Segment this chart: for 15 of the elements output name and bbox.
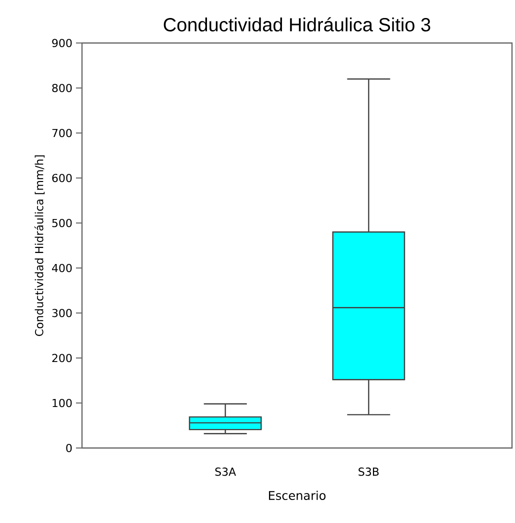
y-tick-label: 400 — [52, 264, 72, 272]
y-tick-label: 900 — [52, 38, 72, 48]
x-axis-title: Escenario — [268, 490, 326, 500]
y-tick-label: 500 — [52, 218, 72, 228]
y-tick-label: 100 — [52, 398, 72, 408]
y-tick-label: 300 — [52, 308, 72, 318]
y-tick-label: 600 — [52, 174, 72, 182]
x-tick-label: S3A — [215, 468, 236, 476]
y-tick-label: 0 — [66, 444, 72, 452]
y-axis-title: Conductividad Hidráulica [mm/h] — [34, 155, 45, 336]
chart-title: Conductividad Hidráulica Sitio 3 — [164, 17, 430, 32]
y-tick-label: 700 — [52, 128, 72, 138]
x-tick-label: S3B — [358, 468, 379, 476]
y-tick-label: 800 — [52, 84, 72, 92]
y-tick-label: 200 — [52, 354, 72, 362]
